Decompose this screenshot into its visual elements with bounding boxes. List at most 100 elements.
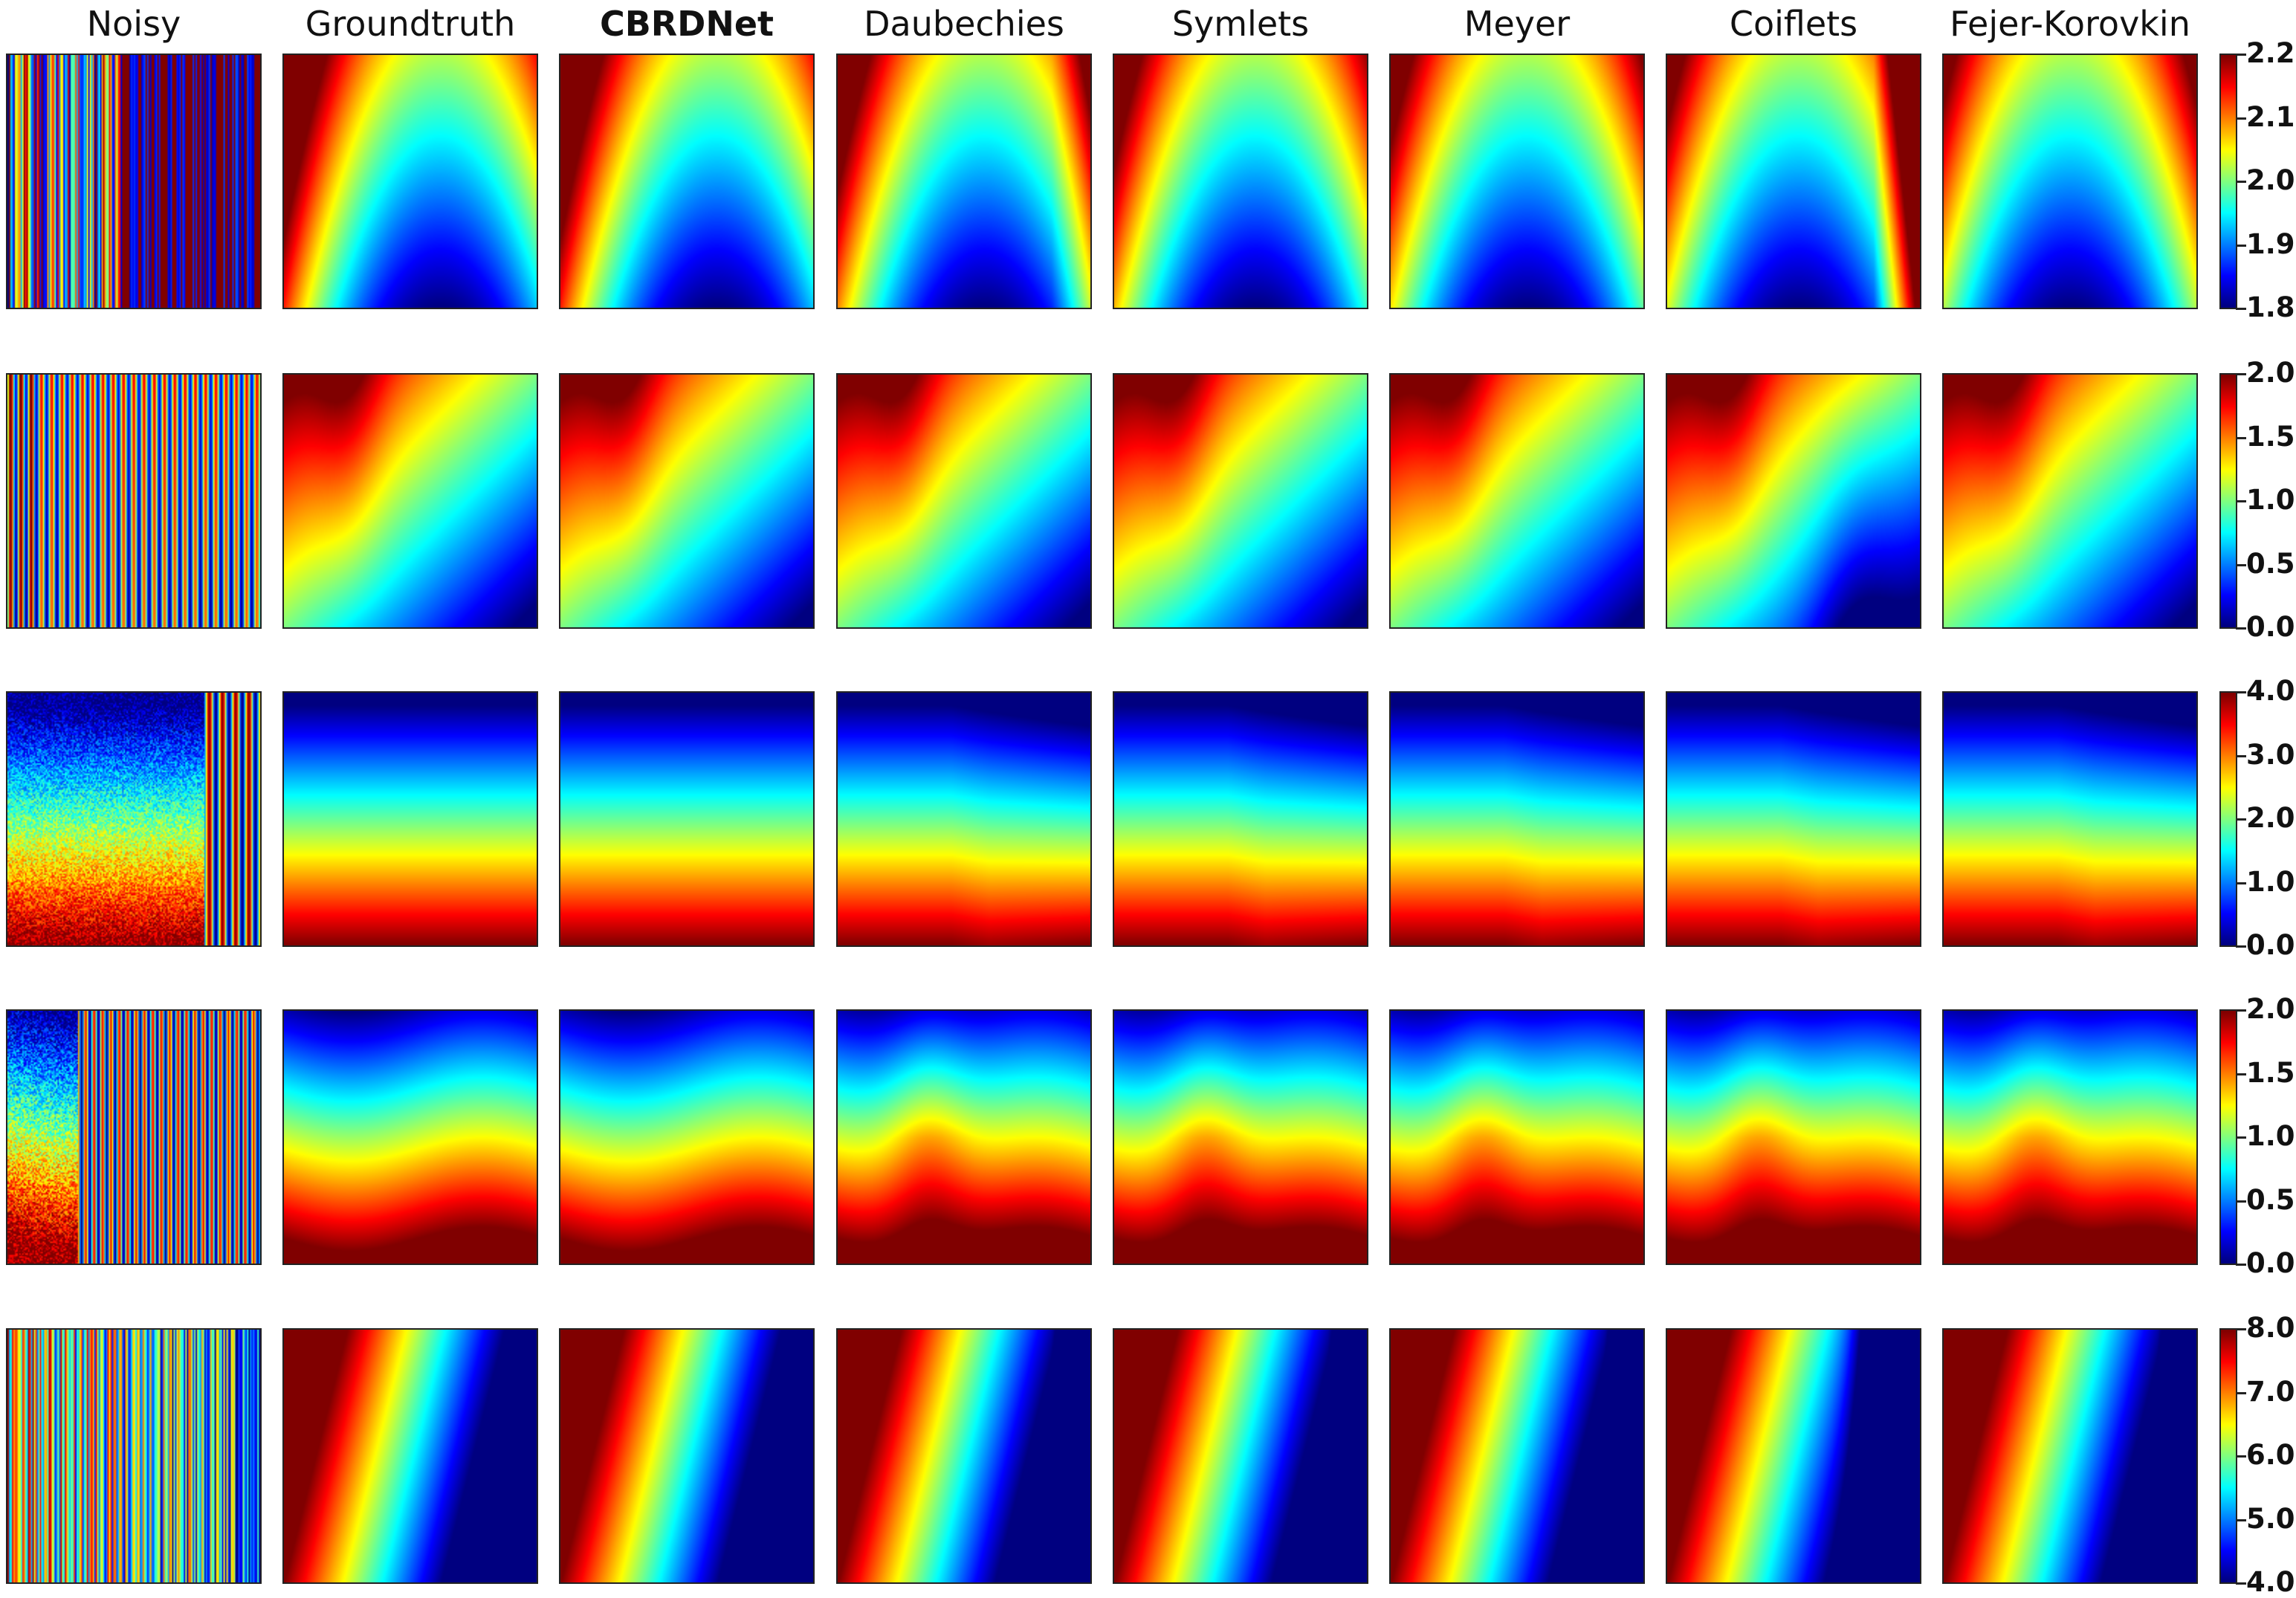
heatmap-canvas — [1667, 693, 1920, 945]
colorbar-tick — [2236, 945, 2246, 948]
heatmap-r1-c1 — [6, 54, 262, 309]
colorbar-tick-label: 2.0 — [2246, 357, 2295, 389]
heatmap-r2-c8 — [1942, 373, 2198, 629]
colorbar-tick-label: 0.0 — [2246, 929, 2295, 961]
heatmap-r4-c2 — [282, 1009, 538, 1265]
colorbar-4 — [2219, 1009, 2237, 1265]
heatmap-r5-c7 — [1666, 1328, 1921, 1584]
colorbar-tick-label: 1.8 — [2246, 291, 2295, 323]
colorbar-tick — [2236, 1455, 2246, 1458]
heatmap-canvas — [7, 1330, 260, 1582]
heatmap-r3-c4 — [836, 691, 1092, 947]
heatmap-canvas — [1114, 693, 1367, 945]
heatmap-canvas — [560, 1011, 813, 1264]
heatmap-canvas — [838, 375, 1090, 627]
heatmap-canvas — [1944, 1011, 2196, 1264]
heatmap-r3-c3 — [559, 691, 815, 947]
heatmap-canvas — [284, 1330, 537, 1582]
heatmap-canvas — [1667, 55, 1920, 308]
colorbar-tick — [2236, 1136, 2246, 1139]
heatmap-canvas — [1667, 1330, 1920, 1582]
heatmap-r1-c3 — [559, 54, 815, 309]
heatmap-canvas — [7, 693, 260, 945]
heatmap-canvas — [560, 55, 813, 308]
colorbar-tick-label: 8.0 — [2246, 1312, 2295, 1344]
heatmap-canvas — [1114, 1011, 1367, 1264]
colorbar-tick — [2236, 308, 2246, 310]
colorbar-tick — [2236, 1009, 2246, 1012]
colorbar-3 — [2219, 691, 2237, 947]
heatmap-r5-c6 — [1389, 1328, 1645, 1584]
colorbar-tick-label: 2.0 — [2246, 802, 2295, 834]
heatmap-canvas — [838, 55, 1090, 308]
colorbar-tick-label: 3.0 — [2246, 738, 2295, 771]
heatmap-canvas — [284, 55, 537, 308]
heatmap-r2-c7 — [1666, 373, 1921, 629]
heatmap-r5-c3 — [559, 1328, 815, 1584]
heatmap-r1-c5 — [1113, 54, 1368, 309]
colorbar-tick-label: 6.0 — [2246, 1439, 2295, 1471]
colorbar-tick — [2236, 54, 2246, 56]
colorbar-gradient — [2221, 1011, 2236, 1264]
heatmap-r1-c2 — [282, 54, 538, 309]
heatmap-canvas — [1391, 1011, 1643, 1264]
column-title-2: CBRDNet — [599, 4, 775, 44]
heatmap-r3-c1 — [6, 691, 262, 947]
heatmap-r4-c8 — [1942, 1009, 2198, 1265]
colorbar-tick — [2236, 691, 2246, 693]
heatmap-r2-c1 — [6, 373, 262, 629]
colorbar-tick — [2236, 1582, 2246, 1585]
column-title-4: Symlets — [1171, 4, 1310, 44]
heatmap-canvas — [1391, 1330, 1643, 1582]
heatmap-r2-c2 — [282, 373, 538, 629]
colorbar-tick — [2236, 563, 2246, 566]
heatmap-r1-c8 — [1942, 54, 2198, 309]
heatmap-canvas — [1114, 375, 1367, 627]
heatmap-canvas — [560, 1330, 813, 1582]
heatmap-canvas — [1667, 375, 1920, 627]
heatmap-canvas — [284, 1011, 537, 1264]
heatmap-canvas — [560, 693, 813, 945]
heatmap-canvas — [560, 375, 813, 627]
heatmap-r5-c2 — [282, 1328, 538, 1584]
colorbar-tick-label: 7.0 — [2246, 1375, 2295, 1408]
colorbar-tick-label: 2.2 — [2246, 37, 2295, 69]
colorbar-tick-label: 4.0 — [2246, 675, 2295, 707]
colorbar-tick-label: 2.0 — [2246, 164, 2295, 196]
heatmap-r5-c5 — [1113, 1328, 1368, 1584]
colorbar-tick — [2236, 754, 2246, 757]
colorbar-tick-label: 1.9 — [2246, 227, 2295, 260]
heatmap-r1-c6 — [1389, 54, 1645, 309]
colorbar-tick-label: 4.0 — [2246, 1566, 2295, 1598]
colorbar-2 — [2219, 373, 2237, 629]
colorbar-tick — [2236, 627, 2246, 630]
heatmap-canvas — [1114, 1330, 1367, 1582]
colorbar-tick-label: 2.1 — [2246, 100, 2295, 133]
colorbar-tick — [2236, 244, 2246, 247]
heatmap-canvas — [1391, 375, 1643, 627]
heatmap-canvas — [1391, 55, 1643, 308]
column-title-6: Coiflets — [1729, 4, 1858, 44]
colorbar-gradient — [2221, 55, 2236, 308]
heatmap-r3-c8 — [1942, 691, 2198, 947]
heatmap-r5-c1 — [6, 1328, 262, 1584]
colorbar-tick-label: 0.0 — [2246, 611, 2295, 643]
colorbar-tick-label: 5.0 — [2246, 1502, 2295, 1535]
heatmap-r2-c4 — [836, 373, 1092, 629]
colorbar-tick — [2236, 1328, 2246, 1330]
column-title-5: Meyer — [1464, 4, 1571, 44]
heatmap-r4-c3 — [559, 1009, 815, 1265]
colorbar-1 — [2219, 54, 2237, 309]
heatmap-r2-c6 — [1389, 373, 1645, 629]
colorbar-tick — [2236, 1200, 2246, 1203]
heatmap-canvas — [1944, 1330, 2196, 1582]
heatmap-canvas — [7, 1011, 260, 1264]
heatmap-r5-c4 — [836, 1328, 1092, 1584]
heatmap-canvas — [284, 693, 537, 945]
column-title-7: Fejer-Korovkin — [1950, 4, 2190, 44]
heatmap-canvas — [838, 1330, 1090, 1582]
colorbar-gradient — [2221, 375, 2236, 627]
heatmap-r4-c5 — [1113, 1009, 1368, 1265]
colorbar-tick — [2236, 1264, 2246, 1266]
